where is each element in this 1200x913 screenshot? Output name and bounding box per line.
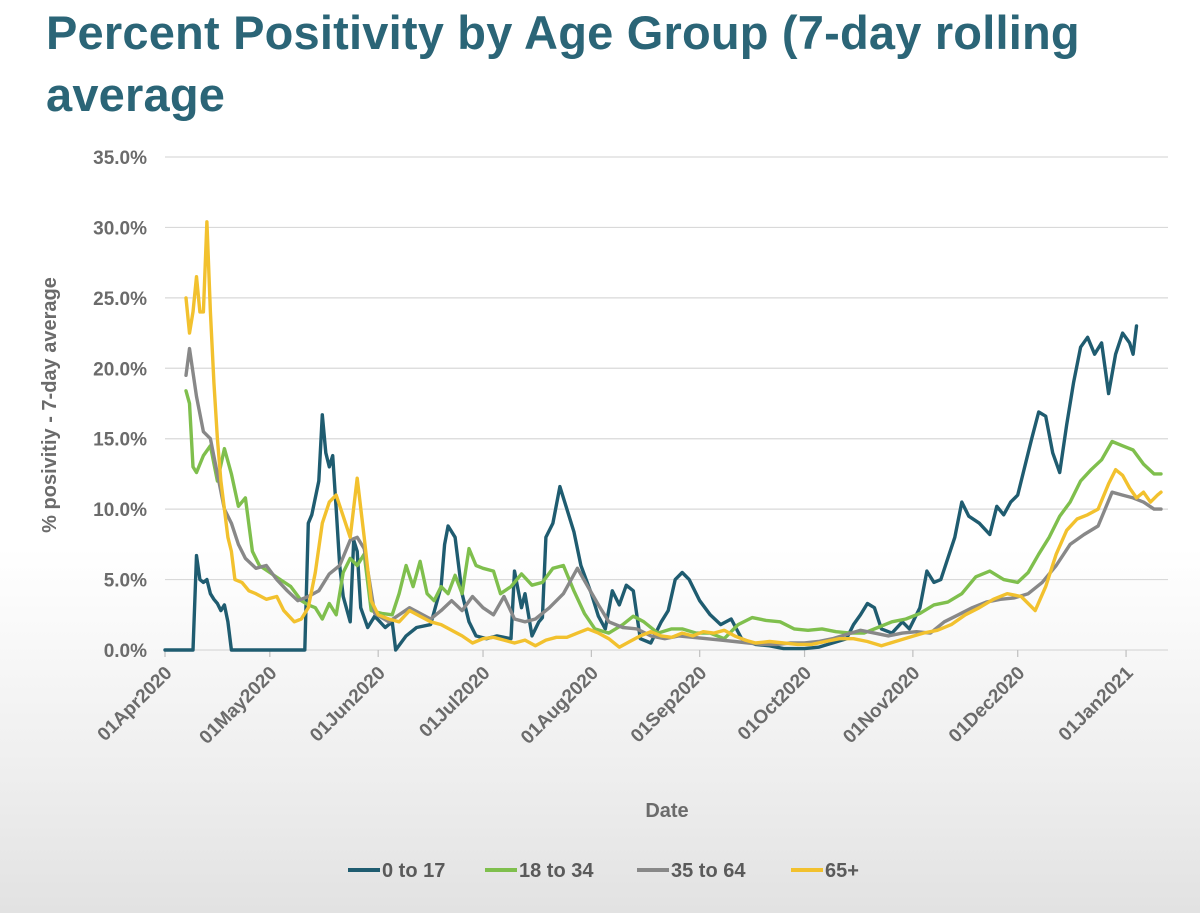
x-tick-label: 01Jan2021 bbox=[1055, 662, 1138, 745]
x-tick-label: 01Aug2020 bbox=[517, 663, 603, 749]
legend-label: 65+ bbox=[825, 860, 859, 882]
series-lines bbox=[163, 220, 1163, 652]
chart-title: Percent Positivity by Age Group (7-day r… bbox=[46, 6, 1080, 121]
y-axis-ticks: 0.0% 5.0% 10.0% 15.0% 20.0% 25.0% 30.0% 35.0% bbox=[93, 148, 147, 662]
x-tick-label: 01Dec2020 bbox=[945, 663, 1029, 747]
x-tick-label: 01May2020 bbox=[196, 663, 282, 749]
series-line-4 bbox=[184, 220, 1163, 649]
y-tick-label: 25.0% bbox=[93, 289, 147, 310]
x-tick-label: 01Jul2020 bbox=[415, 663, 494, 742]
x-tick-label: 01Oct2020 bbox=[734, 663, 816, 745]
series-line-1 bbox=[163, 324, 1139, 652]
y-tick-label: 20.0% bbox=[93, 359, 147, 380]
x-tick-label: 01Nov2020 bbox=[839, 663, 924, 748]
y-tick-label: 0.0% bbox=[104, 641, 147, 662]
series-line-2 bbox=[184, 389, 1163, 641]
x-axis-ticks: 01Apr2020 01May2020 01Jun2020 01Jul2020 01Au… bbox=[94, 650, 1138, 749]
x-tick-label: 01Jun2020 bbox=[306, 663, 390, 747]
legend-label: 18 to 34 bbox=[519, 860, 594, 882]
y-tick-label: 35.0% bbox=[93, 148, 147, 169]
y-axis-label: % posivitiy - 7-day average bbox=[39, 277, 61, 533]
x-axis-label: Date bbox=[645, 800, 688, 822]
y-tick-label: 15.0% bbox=[93, 430, 147, 451]
y-tick-label: 5.0% bbox=[104, 571, 147, 592]
legend-label: 0 to 17 bbox=[382, 860, 445, 882]
gridlines bbox=[165, 156, 1168, 651]
y-tick-label: 30.0% bbox=[93, 218, 147, 239]
legend: 0 to 17 18 to 34 35 to 64 65+ bbox=[348, 860, 859, 882]
x-tick-label: 01Sep2020 bbox=[627, 663, 711, 747]
y-tick-label: 10.0% bbox=[93, 500, 147, 521]
legend-label: 35 to 64 bbox=[671, 860, 746, 882]
x-tick-label: 01Apr2020 bbox=[94, 663, 177, 746]
